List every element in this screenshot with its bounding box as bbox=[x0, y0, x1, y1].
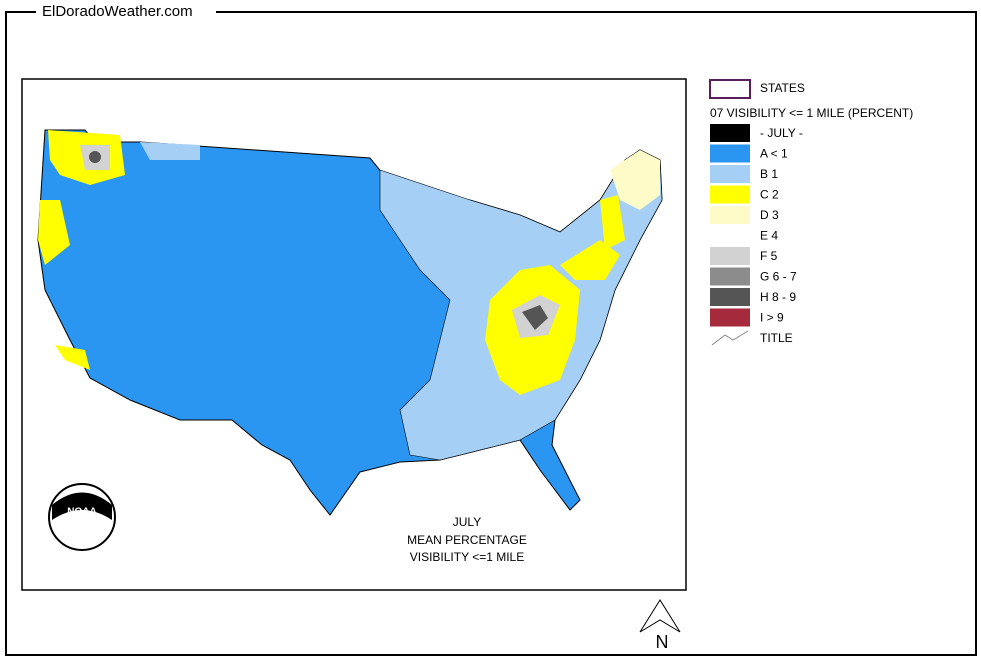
legend-swatch bbox=[710, 144, 750, 163]
legend-swatch bbox=[710, 267, 750, 286]
legend-swatch bbox=[710, 206, 750, 224]
us-map bbox=[37, 129, 663, 516]
region-class-h bbox=[89, 151, 101, 163]
title-symbol bbox=[711, 330, 749, 346]
land-class-b bbox=[140, 142, 200, 160]
north-arrow-shape bbox=[639, 599, 681, 633]
legend-label: A < 1 bbox=[760, 147, 788, 161]
map-title-line: VISIBILITY <=1 MILE bbox=[410, 550, 525, 564]
map-title-line: JULY bbox=[453, 515, 481, 529]
region-class-c bbox=[38, 200, 70, 265]
legend-label: H 8 - 9 bbox=[760, 290, 796, 304]
legend: STATES 07 VISIBILITY <= 1 MILE (PERCENT)… bbox=[709, 79, 913, 346]
region-class-c bbox=[55, 345, 90, 370]
logo-bird bbox=[52, 492, 112, 520]
legend-layer: 07 VISIBILITY <= 1 MILE (PERCENT) bbox=[710, 106, 913, 120]
states-swatch bbox=[709, 79, 751, 99]
legend-swatch bbox=[710, 165, 750, 183]
legend-label: G 6 - 7 bbox=[760, 270, 797, 284]
legend-swatch bbox=[710, 288, 750, 306]
legend-label: C 2 bbox=[760, 188, 779, 202]
north-arrow: N bbox=[639, 599, 681, 652]
legend-swatch bbox=[710, 124, 750, 142]
logo-text: NOAA bbox=[67, 507, 96, 518]
north-label: N bbox=[656, 632, 669, 652]
legend-label: B 1 bbox=[760, 167, 778, 181]
legend-label: D 3 bbox=[760, 208, 779, 222]
outer-border bbox=[5, 11, 977, 656]
site-name: ElDoradoWeather.com bbox=[42, 3, 193, 20]
region-class-c bbox=[600, 195, 625, 250]
map-title: JULY MEAN PERCENTAGE VISIBILITY <=1 MILE bbox=[407, 515, 527, 564]
noaa-logo: NOAA bbox=[48, 483, 116, 551]
legend-swatch bbox=[710, 185, 750, 204]
legend-label: TITLE bbox=[760, 331, 793, 345]
legend-swatch bbox=[710, 308, 750, 327]
legend-swatch bbox=[710, 247, 750, 265]
region-class-h bbox=[522, 305, 548, 330]
legend-label: - JULY - bbox=[760, 126, 803, 140]
map-title-line: MEAN PERCENTAGE bbox=[407, 533, 527, 547]
legend-label: STATES bbox=[760, 81, 805, 95]
legend-label: E 4 bbox=[760, 229, 778, 243]
header-bg bbox=[36, 2, 216, 22]
legend-label: I > 9 bbox=[760, 311, 784, 325]
region-class-d bbox=[610, 150, 660, 210]
legend-swatch bbox=[710, 226, 750, 245]
legend-label: F 5 bbox=[760, 249, 778, 263]
